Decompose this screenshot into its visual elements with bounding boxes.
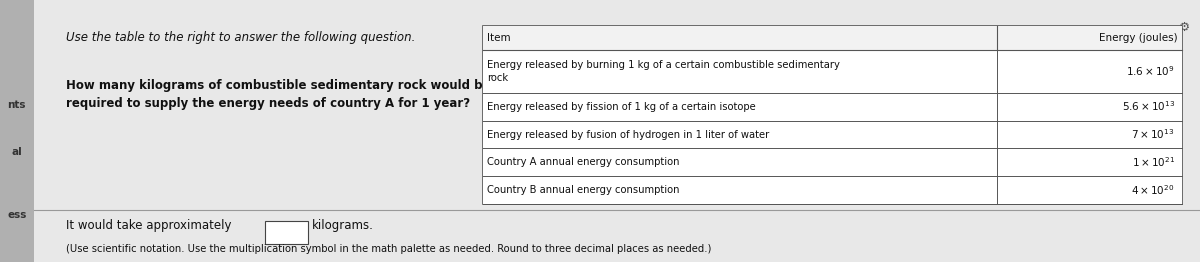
Text: nts: nts — [7, 100, 26, 110]
FancyBboxPatch shape — [482, 92, 1182, 121]
FancyBboxPatch shape — [482, 50, 1182, 92]
Text: kilograms.: kilograms. — [312, 219, 374, 232]
Text: ⚙: ⚙ — [1178, 21, 1190, 34]
Text: Item: Item — [487, 33, 511, 43]
FancyBboxPatch shape — [482, 26, 1182, 204]
FancyBboxPatch shape — [265, 221, 308, 244]
Text: al: al — [12, 147, 22, 157]
Text: $\mathregular{4\times 10}^{20}$: $\mathregular{4\times 10}^{20}$ — [1132, 183, 1175, 197]
Text: $\mathregular{5.6\times 10}^{13}$: $\mathregular{5.6\times 10}^{13}$ — [1122, 100, 1175, 113]
FancyBboxPatch shape — [482, 121, 1182, 149]
FancyBboxPatch shape — [482, 26, 1182, 50]
FancyBboxPatch shape — [482, 149, 1182, 176]
FancyBboxPatch shape — [34, 0, 1200, 262]
Text: (Use scientific notation. Use the multiplication symbol in the math palette as n: (Use scientific notation. Use the multip… — [66, 244, 712, 254]
Text: $\mathregular{1\times 10}^{21}$: $\mathregular{1\times 10}^{21}$ — [1132, 156, 1175, 169]
FancyBboxPatch shape — [482, 176, 1182, 204]
FancyBboxPatch shape — [0, 0, 34, 262]
Text: Energy released by fission of 1 kg of a certain isotope: Energy released by fission of 1 kg of a … — [487, 102, 756, 112]
Text: It would take approximately: It would take approximately — [66, 219, 232, 232]
Text: $\mathregular{1.6\times 10}^{9}$: $\mathregular{1.6\times 10}^{9}$ — [1126, 64, 1175, 78]
Text: Energy released by fusion of hydrogen in 1 liter of water: Energy released by fusion of hydrogen in… — [487, 129, 769, 140]
Text: How many kilograms of combustible sedimentary rock would be
required to supply t: How many kilograms of combustible sedime… — [66, 79, 491, 110]
Text: Country A annual energy consumption: Country A annual energy consumption — [487, 157, 680, 167]
Text: ess: ess — [7, 210, 26, 220]
Text: Country B annual energy consumption: Country B annual energy consumption — [487, 185, 680, 195]
Text: Energy (joules): Energy (joules) — [1098, 33, 1177, 43]
Text: Energy released by burning 1 kg of a certain combustible sedimentary
rock: Energy released by burning 1 kg of a cer… — [487, 60, 840, 83]
Text: Use the table to the right to answer the following question.: Use the table to the right to answer the… — [66, 31, 415, 45]
Text: $\mathregular{7\times 10}^{13}$: $\mathregular{7\times 10}^{13}$ — [1132, 128, 1175, 141]
